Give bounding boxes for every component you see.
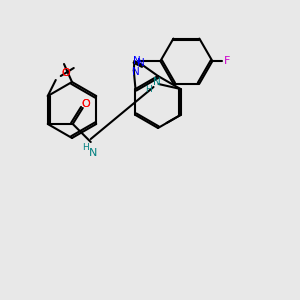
Text: N: N <box>137 58 145 68</box>
Text: H: H <box>145 85 152 94</box>
Text: N: N <box>133 56 140 66</box>
Text: O: O <box>81 99 90 109</box>
Text: F: F <box>224 56 231 66</box>
Text: H: H <box>82 143 89 152</box>
Text: O: O <box>61 68 70 78</box>
Text: O: O <box>81 99 90 109</box>
Text: O: O <box>61 68 70 78</box>
Text: N: N <box>132 68 140 77</box>
Text: N: N <box>153 77 160 87</box>
Text: N: N <box>88 148 97 158</box>
